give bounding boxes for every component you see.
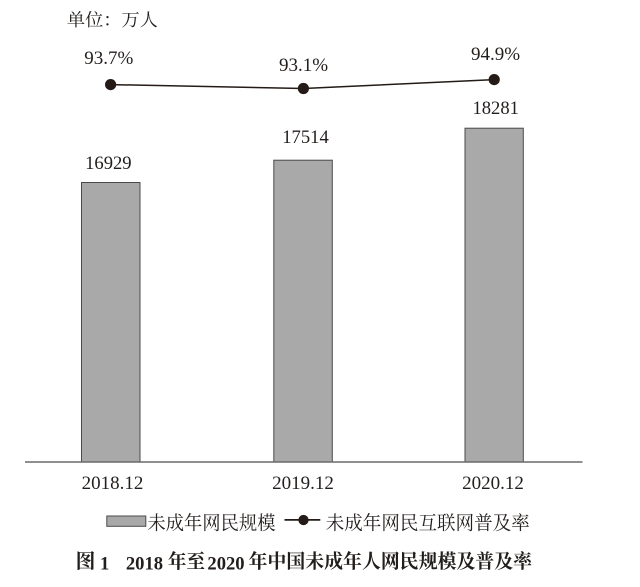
svg-text:2020: 2020 [207, 553, 244, 574]
svg-text:93.7%: 93.7% [84, 48, 133, 69]
svg-text:93.1%: 93.1% [279, 55, 328, 76]
svg-text:17514: 17514 [282, 127, 328, 148]
svg-text:94.9%: 94.9% [471, 44, 520, 65]
svg-text:16929: 16929 [85, 153, 131, 174]
svg-text:18281: 18281 [472, 98, 518, 119]
svg-text:2018.12: 2018.12 [82, 473, 144, 494]
svg-text:2018: 2018 [126, 553, 163, 574]
svg-text:2020.12: 2020.12 [462, 473, 524, 494]
svg-text:1: 1 [100, 553, 109, 574]
svg-text:2019.12: 2019.12 [272, 473, 334, 494]
